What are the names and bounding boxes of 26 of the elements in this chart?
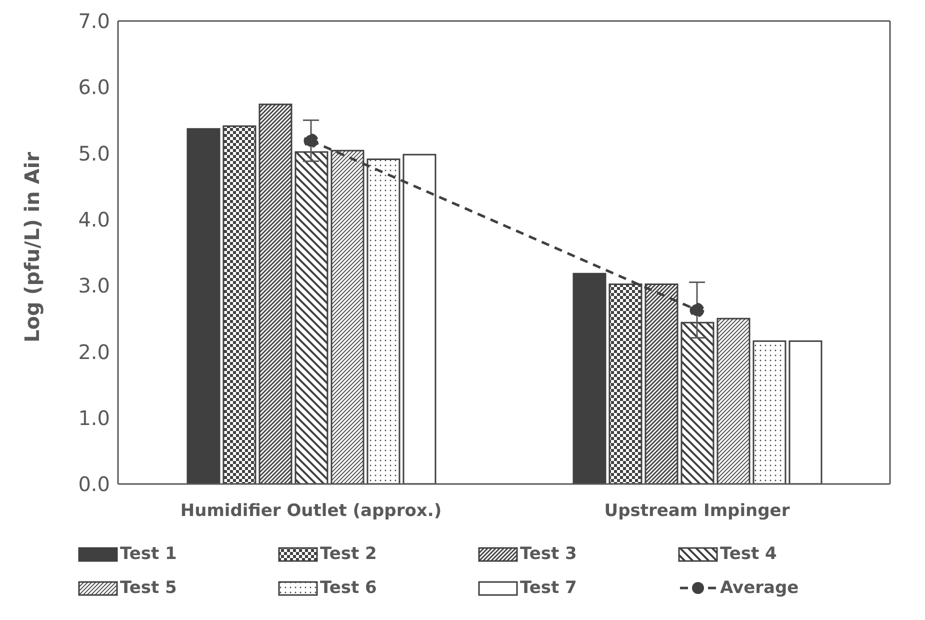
- y-tick-label: 5.0: [78, 141, 110, 166]
- legend-label: Test 1: [120, 544, 177, 564]
- bar: [680, 322, 714, 484]
- bar: [752, 340, 786, 484]
- legend-label: Test 3: [520, 544, 577, 564]
- y-axis-title: Log (pfu/L) in Air: [20, 152, 44, 342]
- legend-label: Test 7: [520, 578, 577, 598]
- y-tick-label: 0.0: [78, 472, 110, 496]
- x-tick-label: Humidifier Outlet (approx.): [180, 501, 442, 522]
- y-tick-label: 2.0: [78, 340, 110, 364]
- bar: [716, 318, 750, 484]
- y-tick-label: 3.0: [78, 274, 110, 298]
- legend-label: Test 5: [120, 578, 177, 598]
- legend-label: Test 4: [720, 544, 777, 564]
- bar: [258, 104, 292, 484]
- x-tick-label: Upstream Impinger: [604, 501, 790, 522]
- y-tick-label: 4.0: [78, 208, 110, 232]
- legend-label: Average: [720, 578, 799, 598]
- y-tick-label: 1.0: [78, 406, 110, 430]
- bar: [222, 125, 256, 484]
- y-tick-label: 7.0: [78, 9, 110, 34]
- bar: [186, 128, 220, 484]
- y-tick-label: 6.0: [78, 75, 110, 100]
- legend-label: Test 6: [320, 578, 377, 598]
- legend-label: Test 2: [320, 544, 377, 564]
- bar: [788, 340, 822, 484]
